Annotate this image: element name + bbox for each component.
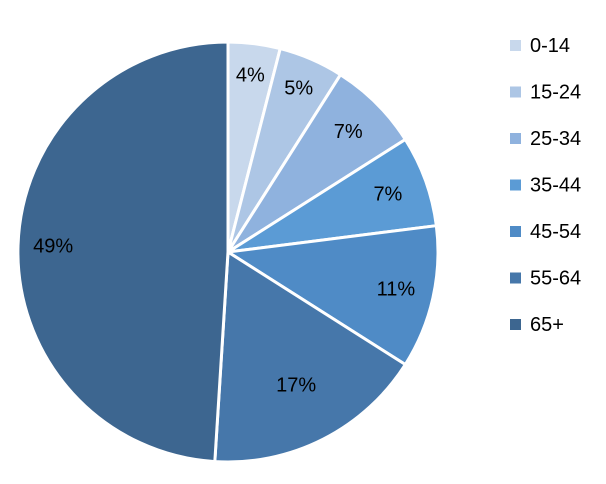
slice-labels: 4% 5% 7% 7% 11% 17% 49% <box>33 64 415 396</box>
legend-label-25-34: 25-34 <box>530 128 581 150</box>
legend-swatch-45-54 <box>510 226 521 237</box>
pie-slice-65+ <box>16 40 230 464</box>
legend-swatch-35-44 <box>510 179 521 191</box>
legend-label-45-54: 45-54 <box>530 221 581 243</box>
data-label-15-24: 5% <box>284 78 313 100</box>
pie-slices <box>16 40 440 464</box>
data-label-0-14: 4% <box>236 64 265 86</box>
legend-label-15-24: 15-24 <box>530 82 581 104</box>
legend-swatch-15-24 <box>510 86 521 98</box>
legend-item-65+: 65+ <box>510 314 564 336</box>
data-label-65+: 49% <box>33 236 73 258</box>
legend-item-55-64: 55-64 <box>510 268 581 290</box>
legend-label-65+: 65+ <box>530 314 564 336</box>
pie-slice-45-54 <box>226 224 440 367</box>
legend-swatch-0-14 <box>510 40 521 51</box>
legend-swatch-25-34 <box>510 133 521 144</box>
legend-item-0-14: 0-14 <box>510 35 570 57</box>
legend-item-15-24: 15-24 <box>510 82 581 104</box>
data-label-25-34: 7% <box>334 121 363 143</box>
legend-label-55-64: 55-64 <box>530 268 581 290</box>
legend-label-35-44: 35-44 <box>530 175 581 197</box>
data-label-35-44: 7% <box>373 183 402 205</box>
data-label-55-64: 17% <box>276 375 316 397</box>
legend-swatch-65+ <box>510 319 521 330</box>
legend-item-45-54: 45-54 <box>510 221 581 243</box>
legend-item-35-44: 35-44 <box>510 175 581 197</box>
legend: 0-14 15-24 25-34 35-44 45-54 55-64 65+ <box>510 35 581 336</box>
legend-item-25-34: 25-34 <box>510 128 581 150</box>
data-label-45-54: 11% <box>377 279 416 301</box>
legend-swatch-55-64 <box>510 272 521 284</box>
legend-label-0-14: 0-14 <box>530 35 570 57</box>
pie-slice-55-64 <box>213 250 407 464</box>
